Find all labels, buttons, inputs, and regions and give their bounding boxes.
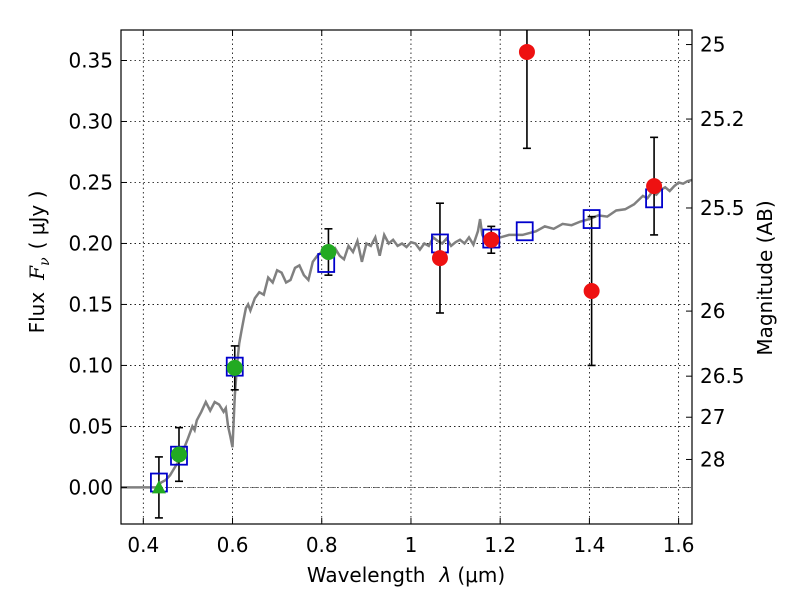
y-axis-title: FluxFν( μJy ) xyxy=(25,191,53,334)
observed-optical-point xyxy=(320,243,337,260)
plot-frame xyxy=(120,29,693,525)
x-tick-label: 1.4 xyxy=(573,533,605,557)
y-tick-label: 0.30 xyxy=(68,109,113,133)
observed-nir-point xyxy=(431,250,448,267)
magnitude-axis: 25 25.2 25.5 26 26.5 27 28 xyxy=(686,33,745,471)
observed-nir-point xyxy=(646,178,663,195)
x-tick-label: 1.2 xyxy=(484,533,516,557)
observed-nir-point xyxy=(518,43,535,60)
x-tick-label: 0.6 xyxy=(217,533,249,557)
y-tick-label: 0.15 xyxy=(68,292,113,316)
x-tick-label: 1 xyxy=(405,533,418,557)
observed-optical-point xyxy=(170,446,187,463)
observed-nir-point xyxy=(483,231,500,248)
y-tick-label: 0.35 xyxy=(68,48,113,72)
model-photometry-point xyxy=(515,221,534,242)
model-photometry-point xyxy=(582,209,601,229)
x-tick-label: 0.4 xyxy=(127,533,159,557)
y-axis: 0.00 0.05 0.10 0.15 0.20 0.25 0.30 0.35 xyxy=(68,48,127,499)
x-axis: 0.4 0.6 0.8 1 1.2 1.4 1.6 xyxy=(127,30,695,557)
template-spectrum-line xyxy=(121,178,692,489)
magnitude-axis-title: Magnitude (AB) xyxy=(753,200,777,355)
y-tick-label: 0.00 xyxy=(68,475,113,499)
magnitude-tick-label: 25.2 xyxy=(700,107,745,131)
x-tick-label: 0.8 xyxy=(306,533,338,557)
observed-optical-point xyxy=(226,359,243,376)
magnitude-tick-label: 27 xyxy=(700,405,725,429)
observed-nir-point xyxy=(583,283,600,300)
plot-area xyxy=(121,30,692,519)
plot-series-group xyxy=(121,30,692,519)
observed-upper-limit-point xyxy=(151,480,166,494)
y-tick-label: 0.25 xyxy=(68,170,113,194)
y-tick-label: 0.20 xyxy=(68,231,113,255)
magnitude-tick-label: 25 xyxy=(700,33,725,57)
magnitude-tick-label: 26.5 xyxy=(700,364,745,388)
magnitude-tick-label: 28 xyxy=(700,447,725,471)
y-tick-label: 0.05 xyxy=(68,414,113,438)
x-axis-title: Wavelength λ (μm) xyxy=(307,563,505,587)
grid xyxy=(121,30,692,524)
x-tick-label: 1.6 xyxy=(663,533,695,557)
y-tick-label: 0.10 xyxy=(68,353,113,377)
magnitude-tick-label: 25.5 xyxy=(700,196,745,220)
magnitude-tick-label: 26 xyxy=(700,299,725,323)
